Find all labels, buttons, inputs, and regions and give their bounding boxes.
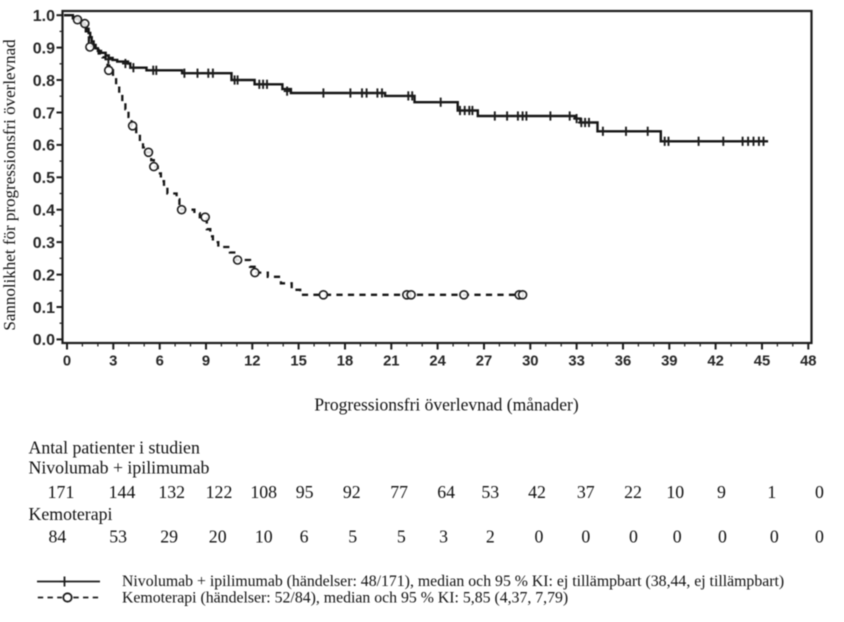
svg-text:0.3: 0.3 <box>33 235 55 252</box>
svg-text:27: 27 <box>476 353 492 369</box>
svg-text:Kemoterapi (händelser: 52/84),: Kemoterapi (händelser: 52/84), median oc… <box>122 589 568 606</box>
svg-text:0: 0 <box>581 527 590 547</box>
svg-text:92: 92 <box>343 482 361 502</box>
svg-text:37: 37 <box>577 482 595 502</box>
svg-text:0.2: 0.2 <box>33 267 55 284</box>
svg-text:1: 1 <box>767 482 776 502</box>
svg-text:15: 15 <box>290 353 306 369</box>
svg-text:0.6: 0.6 <box>33 138 55 155</box>
svg-text:0: 0 <box>535 527 544 547</box>
svg-text:45: 45 <box>754 353 770 369</box>
svg-text:10: 10 <box>666 482 684 502</box>
svg-text:6: 6 <box>300 527 309 547</box>
svg-text:0.4: 0.4 <box>33 203 55 220</box>
svg-text:0.0: 0.0 <box>33 332 55 349</box>
svg-text:64: 64 <box>437 482 455 502</box>
svg-text:0: 0 <box>629 527 638 547</box>
svg-text:122: 122 <box>206 482 233 502</box>
svg-text:21: 21 <box>383 353 399 369</box>
svg-text:22: 22 <box>624 482 642 502</box>
svg-text:18: 18 <box>337 353 353 369</box>
svg-text:Nivolumab + ipilimumab: Nivolumab + ipilimumab <box>29 458 210 478</box>
svg-text:0.5: 0.5 <box>33 170 55 187</box>
svg-text:3: 3 <box>109 353 117 369</box>
svg-text:9: 9 <box>717 482 726 502</box>
svg-text:5: 5 <box>348 527 357 547</box>
svg-text:0: 0 <box>63 353 71 369</box>
svg-text:132: 132 <box>158 482 185 502</box>
svg-text:5: 5 <box>397 527 406 547</box>
svg-text:0.7: 0.7 <box>33 105 55 122</box>
svg-text:Sannolikhet för progressionsfr: Sannolikhet för progressionsfri överlevn… <box>0 39 19 331</box>
svg-text:1.0: 1.0 <box>33 8 55 25</box>
svg-text:0: 0 <box>673 527 682 547</box>
svg-text:3: 3 <box>439 527 448 547</box>
svg-text:Progressionsfri överlevnad (må: Progressionsfri överlevnad (månader) <box>314 395 579 415</box>
svg-text:33: 33 <box>568 353 584 369</box>
svg-text:42: 42 <box>707 353 723 369</box>
svg-text:36: 36 <box>615 353 631 369</box>
svg-text:77: 77 <box>390 482 408 502</box>
svg-text:Antal patienter i studien: Antal patienter i studien <box>29 438 200 458</box>
svg-text:2: 2 <box>486 527 495 547</box>
svg-text:24: 24 <box>429 353 446 369</box>
svg-text:0.1: 0.1 <box>33 300 55 317</box>
svg-text:6: 6 <box>156 353 164 369</box>
svg-text:Kemoterapi: Kemoterapi <box>29 504 113 524</box>
svg-text:144: 144 <box>109 482 136 502</box>
svg-text:53: 53 <box>481 482 499 502</box>
svg-text:12: 12 <box>244 353 260 369</box>
svg-text:39: 39 <box>661 353 677 369</box>
svg-text:30: 30 <box>522 353 538 369</box>
svg-text:42: 42 <box>528 482 546 502</box>
svg-text:0.9: 0.9 <box>33 40 55 57</box>
svg-text:9: 9 <box>202 353 210 369</box>
svg-text:10: 10 <box>255 527 273 547</box>
svg-text:Nivolumab + ipilimumab (händel: Nivolumab + ipilimumab (händelser: 48/17… <box>122 573 784 590</box>
svg-text:48: 48 <box>800 353 816 369</box>
svg-text:29: 29 <box>160 527 178 547</box>
svg-text:0.8: 0.8 <box>33 73 55 90</box>
svg-text:95: 95 <box>296 482 314 502</box>
svg-text:0: 0 <box>815 482 824 502</box>
svg-text:20: 20 <box>209 527 227 547</box>
svg-text:53: 53 <box>109 527 127 547</box>
svg-text:0: 0 <box>718 527 727 547</box>
svg-text:108: 108 <box>250 482 277 502</box>
svg-text:84: 84 <box>49 527 67 547</box>
svg-text:0: 0 <box>770 527 779 547</box>
svg-text:0: 0 <box>815 527 824 547</box>
svg-text:171: 171 <box>48 482 75 502</box>
